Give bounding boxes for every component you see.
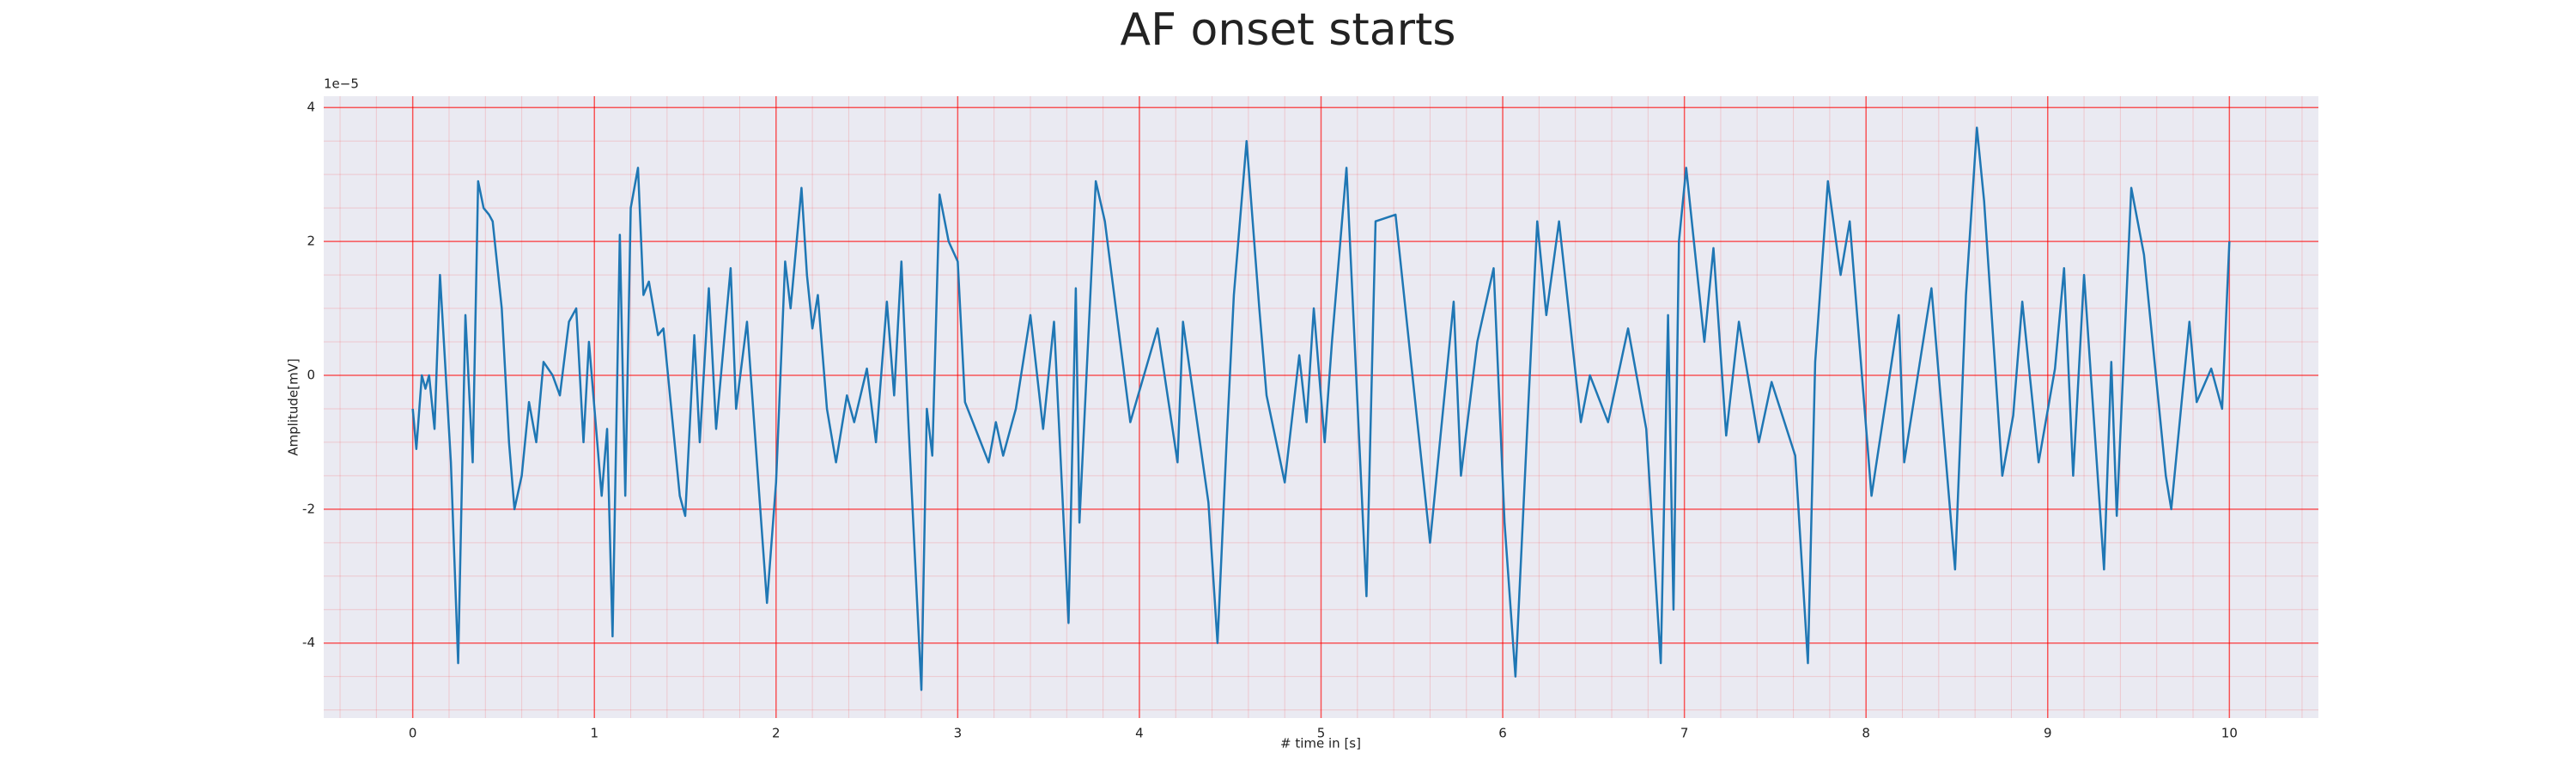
y-offset-label: 1e−5 xyxy=(324,76,359,92)
y-axis-label: Amplitude[mV] xyxy=(286,358,301,455)
x-tick-label: 2 xyxy=(772,726,781,741)
y-tick-label: 4 xyxy=(307,100,315,115)
y-tick-label: -4 xyxy=(302,635,315,650)
x-tick-label: 10 xyxy=(2221,726,2238,741)
x-tick-label: 5 xyxy=(1317,726,1326,741)
x-tick-label: 8 xyxy=(1862,726,1870,741)
x-tick-label: 7 xyxy=(1680,726,1689,741)
x-tick-label: 6 xyxy=(1498,726,1507,741)
y-tick-label: 0 xyxy=(307,367,315,382)
x-axis-label: # time in [s] xyxy=(1280,736,1361,752)
line-series xyxy=(411,126,2231,691)
chart-title: AF onset starts xyxy=(1121,4,1456,56)
y-tick-label: -2 xyxy=(302,501,315,516)
x-tick-label: 4 xyxy=(1135,726,1144,741)
x-tick-label: 1 xyxy=(590,726,598,741)
x-tick-label: 9 xyxy=(2044,726,2052,741)
y-tick-label: 2 xyxy=(307,234,315,249)
x-tick-label: 0 xyxy=(409,726,417,741)
x-tick-label: 3 xyxy=(954,726,963,741)
